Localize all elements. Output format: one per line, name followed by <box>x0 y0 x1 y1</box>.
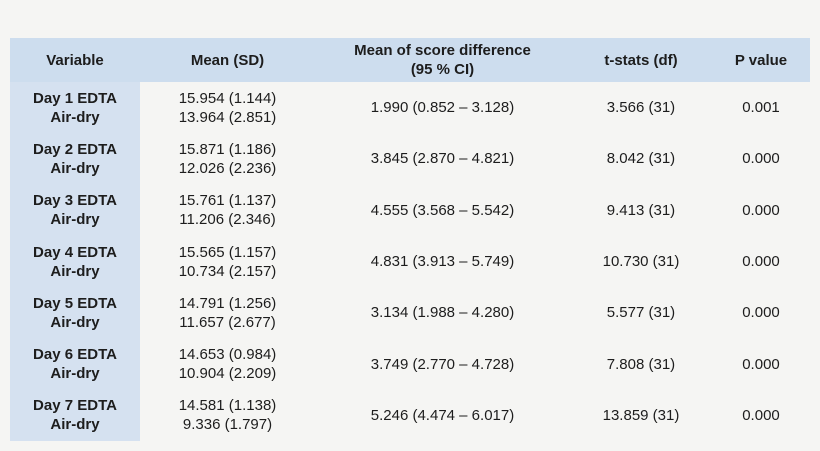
variable-line1: Day 2 EDTA <box>33 140 117 158</box>
score-difference-cell: 3.749 (2.770 – 4.728) <box>370 355 515 373</box>
t-stats-cell: 10.730 (31) <box>602 253 680 271</box>
mean-sd-cell: 14.791 (1.256) 11.657 (2.677) <box>140 287 315 338</box>
p-value-cell: 0.000 <box>742 150 780 168</box>
mean-sd-cell: 14.581 (1.138) 9.336 (1.797) <box>140 390 315 441</box>
t-stats-cell: 13.859 (31) <box>602 406 680 424</box>
mean-sd-cell: 15.761 (1.137) 11.206 (2.346) <box>140 185 315 236</box>
t-stats-cell: 3.566 (31) <box>606 99 676 117</box>
variable-line1: Day 4 EDTA <box>33 243 117 261</box>
table-row: Day 7 EDTA Air-dry 14.581 (1.138) 9.336 … <box>10 389 810 442</box>
mean-sd-line1: 14.653 (0.984) <box>178 346 277 364</box>
variable-line1: Day 1 EDTA <box>33 89 117 107</box>
t-stats-cell: 9.413 (31) <box>606 201 676 219</box>
table-row: Day 4 EDTA Air-dry 15.565 (1.157) 10.734… <box>10 235 810 288</box>
variable-line2: Air-dry <box>50 159 100 177</box>
variable-line1: Day 5 EDTA <box>33 294 117 312</box>
variable-cell: Day 1 EDTA Air-dry <box>10 82 140 134</box>
variable-line1: Day 3 EDTA <box>33 192 117 210</box>
variable-line1: Day 7 EDTA <box>33 397 117 415</box>
mean-sd-line1: 15.565 (1.157) <box>178 243 277 261</box>
variable-line2: Air-dry <box>50 262 100 280</box>
mean-sd-line2: 11.206 (2.346) <box>179 211 276 229</box>
table-header-row: Variable Mean (SD) Mean of score differe… <box>10 38 810 82</box>
p-value-cell: 0.000 <box>742 304 780 322</box>
score-difference-cell: 3.134 (1.988 – 4.280) <box>370 304 515 322</box>
table-row: Day 2 EDTA Air-dry 15.871 (1.186) 12.026… <box>10 133 810 185</box>
header-score-difference-line1: Mean of score difference <box>354 42 531 59</box>
mean-sd-line1: 15.954 (1.144) <box>178 89 277 107</box>
mean-sd-cell: 14.653 (0.984) 10.904 (2.209) <box>140 338 315 389</box>
header-score-difference: Mean of score difference (95 % CI) <box>315 38 570 82</box>
mean-sd-line1: 15.871 (1.186) <box>178 140 277 158</box>
p-value-cell: 0.001 <box>742 99 780 117</box>
mean-sd-cell: 15.954 (1.144) 13.964 (2.851) <box>140 82 315 133</box>
mean-sd-line1: 14.581 (1.138) <box>178 397 277 415</box>
score-difference-cell: 1.990 (0.852 – 3.128) <box>370 99 515 117</box>
t-stats-cell: 5.577 (31) <box>606 304 676 322</box>
p-value-cell: 0.000 <box>742 406 780 424</box>
score-difference-cell: 3.845 (2.870 – 4.821) <box>370 150 515 168</box>
header-p-value: P value <box>734 51 788 69</box>
variable-line2: Air-dry <box>50 416 100 434</box>
variable-line1: Day 6 EDTA <box>33 346 117 364</box>
variable-cell: Day 2 EDTA Air-dry <box>10 133 140 185</box>
score-difference-cell: 4.831 (3.913 – 5.749) <box>370 253 515 271</box>
variable-cell: Day 4 EDTA Air-dry <box>10 235 140 288</box>
p-value-cell: 0.000 <box>742 201 780 219</box>
mean-sd-line1: 15.761 (1.137) <box>178 192 277 210</box>
header-mean-sd: Mean (SD) <box>190 51 265 69</box>
header-variable: Variable <box>46 51 104 69</box>
table-row: Day 3 EDTA Air-dry 15.761 (1.137) 11.206… <box>10 184 810 236</box>
variable-cell: Day 6 EDTA Air-dry <box>10 338 140 390</box>
mean-sd-cell: 15.871 (1.186) 12.026 (2.236) <box>140 133 315 184</box>
variable-line2: Air-dry <box>50 313 100 331</box>
p-value-cell: 0.000 <box>742 355 780 373</box>
variable-cell: Day 7 EDTA Air-dry <box>10 389 140 442</box>
mean-sd-line2: 12.026 (2.236) <box>178 159 277 177</box>
score-difference-cell: 4.555 (3.568 – 5.542) <box>370 201 515 219</box>
header-score-difference-line2: (95 % CI) <box>410 61 475 78</box>
header-t-stats: t-stats (df) <box>604 51 678 69</box>
t-stats-cell: 7.808 (31) <box>606 355 676 373</box>
mean-sd-line1: 14.791 (1.256) <box>178 294 277 312</box>
variable-cell: Day 5 EDTA Air-dry <box>10 287 140 339</box>
variable-line2: Air-dry <box>50 365 100 383</box>
t-stats-cell: 8.042 (31) <box>606 150 676 168</box>
mean-sd-line2: 11.657 (2.677) <box>179 313 276 331</box>
mean-sd-line2: 10.734 (2.157) <box>178 262 277 280</box>
mean-sd-line2: 9.336 (1.797) <box>182 416 273 434</box>
mean-sd-line2: 13.964 (2.851) <box>178 108 277 126</box>
table-row: Day 6 EDTA Air-dry 14.653 (0.984) 10.904… <box>10 338 810 390</box>
variable-cell: Day 3 EDTA Air-dry <box>10 184 140 236</box>
variable-line2: Air-dry <box>50 108 100 126</box>
p-value-cell: 0.000 <box>742 253 780 271</box>
mean-sd-line2: 10.904 (2.209) <box>178 365 277 383</box>
mean-sd-cell: 15.565 (1.157) 10.734 (2.157) <box>140 236 315 287</box>
variable-line2: Air-dry <box>50 211 100 229</box>
table-row: Day 1 EDTA Air-dry 15.954 (1.144) 13.964… <box>10 82 810 134</box>
statistics-table: Variable Mean (SD) Mean of score differe… <box>10 38 810 442</box>
table-row: Day 5 EDTA Air-dry 14.791 (1.256) 11.657… <box>10 287 810 339</box>
score-difference-cell: 5.246 (4.474 – 6.017) <box>370 406 515 424</box>
